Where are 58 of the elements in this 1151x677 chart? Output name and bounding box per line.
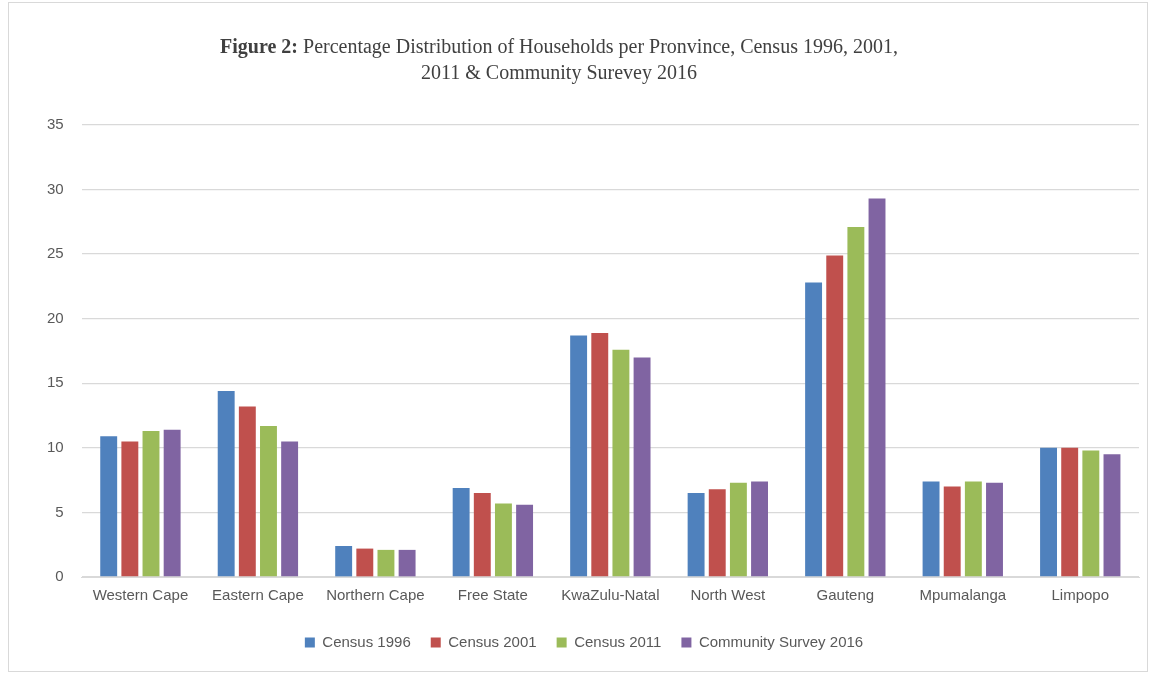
y-tick-label: 25 (47, 244, 64, 262)
bar (452, 487, 470, 577)
bar (591, 332, 609, 577)
x-tick-label: Mpumalanga (919, 586, 1007, 604)
legend-label: Census 2001 (448, 632, 537, 650)
bar (964, 481, 982, 577)
bar (868, 198, 886, 577)
legend-label: Community Survey 2016 (698, 632, 864, 650)
bar (281, 441, 299, 577)
bar (100, 436, 118, 577)
y-tick-label: 15 (47, 373, 64, 391)
bar (826, 255, 844, 577)
bar (751, 481, 768, 577)
bar (633, 357, 651, 577)
y-tick-label: 0 (55, 567, 64, 585)
y-tick-label: 20 (47, 308, 64, 326)
x-tick-label: North West (690, 586, 767, 604)
bar (516, 504, 534, 577)
y-tick-label: 10 (47, 438, 64, 455)
chart-title: Figure 2: Percentage Distribution of Households per Pronvince, Census 1996, 2001, 2011 & Community Surevey 2016 (219, 34, 899, 85)
bar (570, 335, 588, 577)
bar (473, 493, 491, 577)
bar (729, 482, 747, 577)
bar (1061, 447, 1079, 577)
y-tick-label: 30 (47, 179, 64, 197)
bar (142, 431, 160, 577)
bar (1082, 450, 1100, 577)
bar (805, 282, 823, 577)
bar (494, 503, 512, 577)
x-tick-label: Free State (457, 586, 528, 604)
x-tick-label: KwaZulu-Natal (561, 586, 660, 604)
bar (217, 391, 235, 577)
legend-label: Census 1996 (322, 632, 411, 650)
y-tick-label: 35 (47, 115, 64, 133)
bar (612, 349, 630, 577)
bar (1103, 454, 1121, 577)
bar (708, 489, 726, 577)
x-tick-label: Gauteng (816, 586, 875, 604)
x-tick-label: Limpopo (1051, 586, 1110, 604)
bar (260, 425, 277, 577)
bar (398, 549, 416, 577)
bar (986, 482, 1003, 577)
x-tick-label: Western Cape (92, 586, 189, 604)
bar (335, 546, 353, 577)
bar (163, 429, 181, 577)
y-tick-label: 5 (55, 502, 64, 520)
x-tick-label: Northern Cape (326, 586, 425, 604)
bar (687, 493, 705, 577)
bar (121, 441, 139, 577)
bar (238, 406, 256, 577)
bar (922, 481, 940, 577)
bar (847, 227, 865, 577)
legend-label: Census 2011 (574, 632, 662, 650)
bar (377, 549, 395, 577)
bar (1040, 447, 1057, 577)
x-tick-label: Eastern Cape (212, 586, 304, 604)
bar (356, 548, 374, 577)
bar (943, 486, 961, 577)
